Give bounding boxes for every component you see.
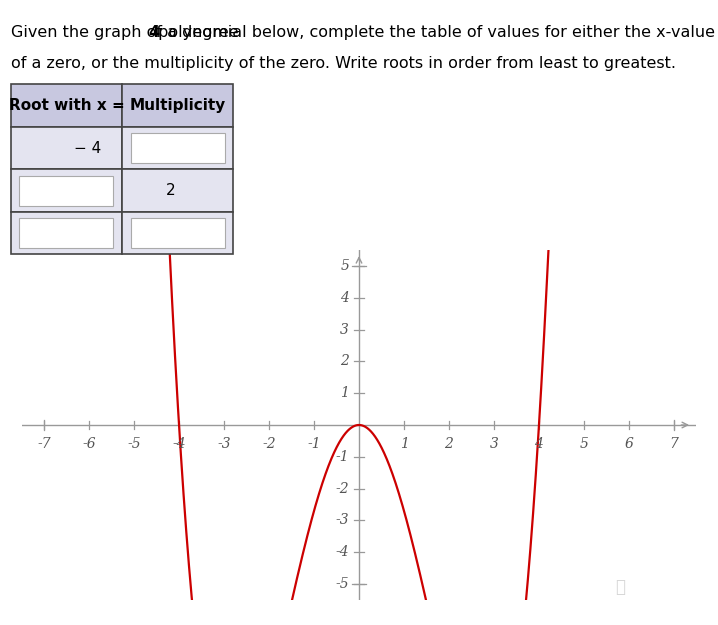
Text: -2: -2 [335, 482, 349, 496]
Text: -4: -4 [172, 437, 186, 451]
Text: 2: 2 [166, 183, 175, 198]
Bar [131, 218, 225, 248]
Bar [11, 212, 122, 254]
Text: Multiplicity: Multiplicity [129, 98, 226, 113]
Text: 4: 4 [149, 25, 159, 40]
Text: -5: -5 [335, 577, 349, 591]
Text: -1: -1 [335, 450, 349, 464]
Text: 5: 5 [579, 437, 589, 451]
Bar [19, 218, 113, 248]
Text: of a zero, or the multiplicity of the zero. Write roots in order from least to g: of a zero, or the multiplicity of the ze… [11, 56, 676, 71]
Text: Root with x =: Root with x = [9, 98, 124, 113]
Text: 1: 1 [340, 386, 349, 400]
Text: -2: -2 [262, 437, 276, 451]
Bar [11, 127, 122, 169]
Text: 7: 7 [669, 437, 679, 451]
Text: 1: 1 [399, 437, 409, 451]
Text: 3: 3 [340, 322, 349, 336]
Text: 2: 2 [340, 354, 349, 368]
Text: -7: -7 [37, 437, 51, 451]
Bar [122, 127, 233, 169]
Text: Given the graph of a degree: Given the graph of a degree [11, 25, 243, 40]
Bar [122, 84, 233, 127]
Text: 3: 3 [490, 437, 498, 451]
Text: 🔍: 🔍 [615, 578, 625, 596]
Bar [122, 212, 233, 254]
Text: polynomial below, complete the table of values for either the x-value: polynomial below, complete the table of … [154, 25, 715, 40]
Text: -6: -6 [83, 437, 95, 451]
Bar [131, 133, 225, 163]
Bar [11, 169, 122, 212]
Bar [122, 169, 233, 212]
Bar [19, 176, 113, 206]
Text: -4: -4 [335, 545, 349, 559]
Text: − 4: − 4 [75, 141, 101, 156]
Text: 4: 4 [534, 437, 544, 451]
Bar [11, 84, 122, 127]
Text: -3: -3 [218, 437, 230, 451]
Text: 5: 5 [340, 259, 349, 273]
Text: -5: -5 [127, 437, 141, 451]
Text: 2: 2 [444, 437, 454, 451]
Text: 4: 4 [340, 291, 349, 305]
Text: 6: 6 [625, 437, 633, 451]
Text: -1: -1 [307, 437, 321, 451]
Text: -3: -3 [335, 514, 349, 528]
